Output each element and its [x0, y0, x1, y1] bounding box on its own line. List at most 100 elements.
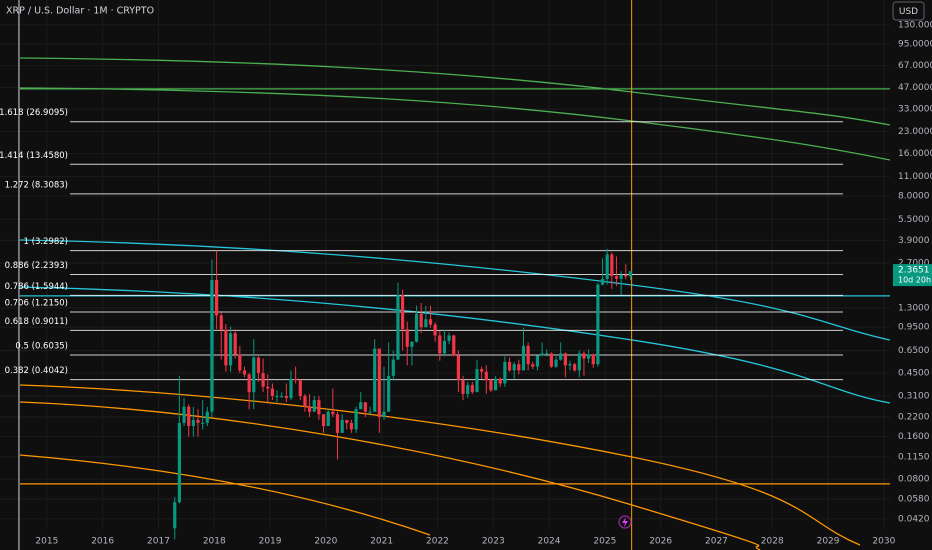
- candle-body: [368, 411, 372, 413]
- candle-body: [466, 385, 470, 395]
- candle-body: [405, 329, 409, 347]
- candle-body: [219, 315, 223, 330]
- fib-level-label: 0.886 (2.2393): [5, 261, 68, 271]
- candle-body: [284, 395, 288, 398]
- x-tick-label: 2015: [35, 537, 58, 547]
- candle-body: [475, 369, 479, 393]
- y-tick-label: 33.0000: [898, 105, 932, 115]
- candle-body: [540, 353, 544, 356]
- x-tick-label: 2019: [259, 537, 282, 547]
- candle-body: [312, 400, 316, 412]
- candle-body: [535, 355, 540, 367]
- y-tick-label: 47.0000: [898, 83, 932, 93]
- candle-body: [442, 340, 447, 354]
- candle-body: [619, 275, 623, 279]
- candle-body: [456, 355, 460, 381]
- x-tick-label: 2023: [482, 537, 505, 547]
- candle-body: [196, 419, 200, 423]
- candle-body: [182, 406, 186, 423]
- candle-body: [201, 422, 205, 424]
- candle-body: [610, 254, 614, 277]
- x-tick-label: 2022: [426, 537, 449, 547]
- event-icon: [618, 515, 632, 529]
- fib-level-label: 1.272 (8.3083): [5, 180, 68, 190]
- y-tick-label: 95.0000: [898, 40, 932, 50]
- candle-body: [233, 333, 237, 355]
- candle-body: [191, 419, 195, 427]
- candle-body: [215, 279, 219, 316]
- candle-body: [345, 419, 349, 423]
- candle-body: [554, 359, 558, 367]
- currency-button[interactable]: [892, 1, 925, 21]
- candle-body: [531, 364, 535, 367]
- trend-curve: [19, 57, 891, 126]
- x-tick-label: 2016: [91, 537, 114, 547]
- candle-body: [419, 313, 423, 328]
- candle-body: [414, 313, 419, 342]
- candle-body: [326, 411, 330, 427]
- candle-body: [321, 414, 326, 427]
- candle-body: [507, 361, 512, 371]
- candle-body: [559, 353, 563, 360]
- candle-body: [614, 276, 619, 279]
- candle-body: [377, 348, 381, 418]
- last-price-box: [893, 264, 932, 287]
- candle-body: [187, 406, 191, 427]
- candle-body: [373, 348, 377, 412]
- y-tick-label: 1.3000: [898, 303, 930, 313]
- candle-body: [494, 378, 498, 391]
- fib-level-label: 0.618 (0.9011): [5, 317, 68, 327]
- candle-body: [582, 353, 586, 359]
- y-tick-label: 0.9500: [898, 323, 930, 333]
- y-tick-label: 23.0000: [898, 127, 932, 137]
- candle-body: [266, 386, 270, 389]
- x-tick-label: 2030: [872, 537, 895, 547]
- candle-body: [521, 345, 526, 371]
- candle-body: [177, 422, 181, 503]
- grid: [0, 0, 890, 530]
- candle-body: [545, 353, 549, 355]
- candle-body: [298, 380, 302, 396]
- fib-level-label: 0.706 (1.2150): [5, 299, 68, 309]
- countdown-label: 10d 20h: [898, 276, 931, 285]
- y-tick-label: 3.9000: [898, 236, 930, 246]
- candle-body: [461, 380, 465, 395]
- candle-body: [517, 364, 521, 371]
- candle-body: [387, 375, 391, 412]
- candle-body: [452, 335, 456, 356]
- candle-body: [173, 502, 177, 529]
- candle-body: [428, 319, 433, 325]
- candle-body: [349, 422, 354, 430]
- candle-body: [498, 378, 502, 384]
- drawing-lines: 1.618 (26.9095) 1.414 (13.4580) 1.272 (8.3…: [0, 0, 890, 550]
- y-tick-label: 0.2200: [898, 413, 930, 423]
- candle-body: [438, 335, 442, 354]
- y-tick-label: 67.0000: [898, 61, 932, 71]
- x-tick-label: 2021: [370, 537, 393, 547]
- axes: 130.0000 95.0000 67.0000 47.0000 33.0000 23.0…: [35, 20, 932, 547]
- candle-body: [563, 353, 567, 366]
- candle-body: [600, 279, 605, 285]
- x-tick-label: 2025: [593, 537, 616, 547]
- candle-body: [628, 271, 633, 277]
- candle-body: [275, 395, 279, 397]
- candle-body: [335, 414, 340, 433]
- candle-body: [228, 333, 233, 366]
- currency-label[interactable]: USD: [899, 7, 918, 17]
- y-tick-label: 0.1150: [898, 452, 930, 462]
- y-tick-label: 0.4500: [898, 369, 930, 379]
- candle-body: [391, 359, 395, 376]
- fib-level-label: 0.382 (0.4042): [5, 366, 68, 376]
- candle-body: [303, 395, 307, 407]
- candle-body: [261, 373, 265, 387]
- candle-body: [586, 354, 591, 359]
- candle-body: [596, 284, 600, 365]
- candle-body: [205, 411, 209, 423]
- x-tick-label: 2026: [649, 537, 672, 547]
- candle-body: [549, 353, 554, 367]
- y-tick-label: 0.0420: [898, 514, 930, 524]
- candle-body: [489, 380, 493, 391]
- x-tick-label: 2018: [203, 537, 226, 547]
- fib-level-label: 0.5 (0.6035): [15, 342, 68, 352]
